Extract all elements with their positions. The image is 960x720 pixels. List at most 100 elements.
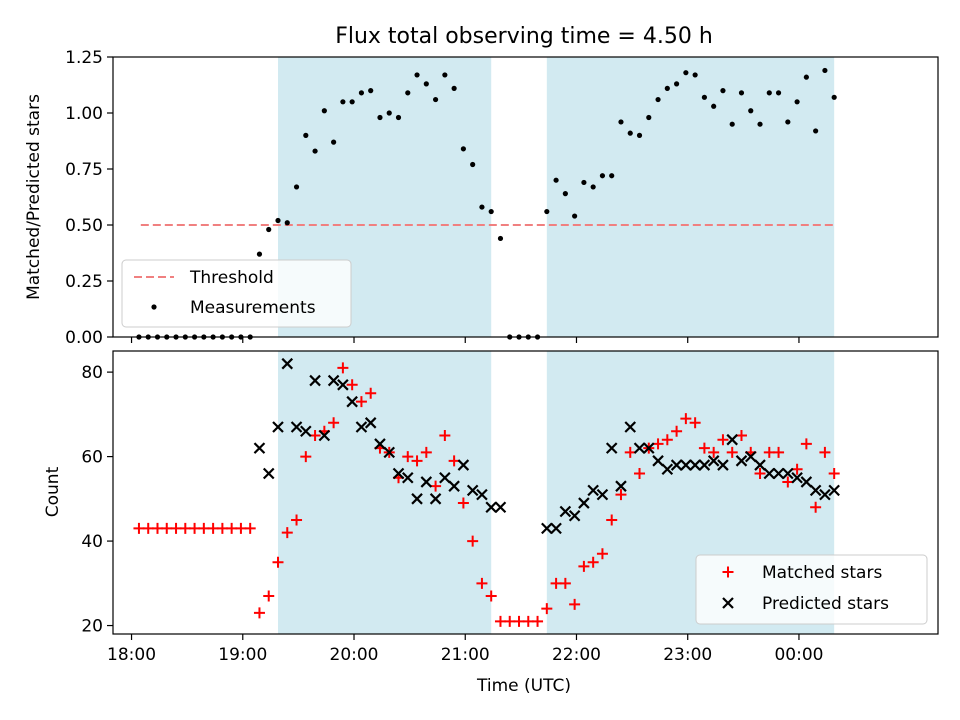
legend-matched-swatch: [722, 566, 734, 578]
measurement-point: [395, 114, 402, 121]
x-axis-label: Time (UTC): [476, 676, 571, 696]
measurement-point: [738, 90, 745, 96]
predicted-star-point: [364, 417, 377, 429]
predicted-star-point: [670, 459, 683, 471]
matched-star-point: [596, 548, 608, 560]
measurement-point: [711, 103, 717, 109]
predicted-star-point: [605, 442, 618, 454]
measurement-point: [794, 99, 800, 105]
predicted-star-point: [318, 429, 331, 442]
y-tick-label: 40: [81, 532, 103, 552]
x-tick-label: 20:00: [330, 645, 379, 665]
predicted-star-point: [652, 455, 664, 467]
predicted-star-point: [680, 459, 692, 471]
matched-star-point: [337, 362, 349, 374]
predicted-stars-series: [253, 357, 840, 535]
matched-star-point: [467, 535, 479, 547]
measurement-point: [599, 173, 606, 179]
measurement-point: [432, 96, 439, 103]
measurement-point: [442, 72, 448, 78]
legend-predicted-marker: [722, 597, 734, 609]
matched-star-point: [420, 446, 432, 458]
matched-star-point: [615, 489, 627, 501]
predicted-star-point: [800, 476, 813, 488]
matched-star-point: [328, 417, 340, 429]
predicted-star-point: [346, 395, 358, 408]
ratio-panel-y-label: Matched/Predicted stars: [24, 94, 44, 300]
measurement-point: [766, 90, 772, 96]
measurement-point: [831, 94, 837, 100]
matched-star-point: [754, 467, 766, 479]
matched-star-point: [634, 467, 646, 479]
ratio-panel-x-ticks: [130, 337, 800, 343]
matched-star-point: [606, 514, 618, 526]
measurement-point: [655, 96, 661, 103]
predicted-star-point: [355, 421, 368, 433]
predicted-star-point: [744, 450, 757, 463]
predicted-star-point: [262, 467, 275, 480]
count-legend-box: [695, 554, 928, 625]
matched-star-point: [800, 438, 812, 450]
predicted-star-point: [559, 505, 572, 518]
legend-measurements-label: Measurements: [190, 298, 316, 318]
measurement-point: [293, 184, 300, 190]
ratio-panel-frame: [112, 56, 939, 338]
measurement-point: [562, 191, 568, 197]
shaded-span: [278, 351, 492, 634]
matched-star-point: [828, 467, 840, 479]
ratio-panel-legend: Threshold Measurements: [121, 259, 352, 328]
measurement-point: [358, 90, 365, 96]
matched-star-point: [504, 615, 516, 627]
measurement-point: [664, 85, 670, 91]
matched-star-point: [485, 590, 497, 602]
measurement-point: [683, 70, 689, 76]
predicted-star-point: [476, 488, 488, 501]
matched-star-point: [708, 446, 720, 458]
predicted-star-point: [707, 455, 720, 467]
measurement-point: [284, 220, 290, 226]
measurement-point: [349, 99, 355, 105]
count-panel-x-axis: 18:00 19:00 20:00 21:00 22:00 23:00 00:00: [107, 634, 823, 665]
measurement-point: [340, 99, 346, 105]
measurement-point: [757, 121, 763, 127]
measurement-point: [553, 177, 559, 183]
ratio-panel-shaded-spans: [278, 57, 835, 337]
predicted-star-point: [448, 480, 460, 492]
matched-star-point: [522, 615, 534, 627]
measurement-point: [692, 72, 698, 78]
matched-stars-series: [133, 362, 840, 627]
shaded-span: [546, 57, 835, 337]
legend-threshold-label: Threshold: [189, 268, 274, 288]
x-tick-label: 18:00: [107, 645, 156, 665]
predicted-star-point: [300, 425, 312, 438]
count-panel-frame: [112, 350, 939, 635]
measurement-point: [470, 161, 476, 168]
matched-star-point: [689, 417, 701, 429]
matched-star-point: [671, 425, 683, 437]
measurement-point: [581, 179, 587, 186]
measurement-point: [312, 148, 318, 154]
measurement-point: [405, 90, 411, 96]
predicted-star-point: [272, 421, 284, 433]
predicted-star-point: [578, 497, 590, 509]
matched-star-point: [216, 522, 228, 534]
predicted-star-point: [763, 467, 776, 480]
matched-star-point: [402, 451, 414, 463]
predicted-star-point: [568, 509, 581, 522]
matched-star-point: [569, 598, 581, 610]
matched-star-point: [494, 615, 506, 627]
predicted-star-point: [782, 467, 794, 480]
predicted-star-point: [624, 421, 637, 433]
predicted-star-point: [429, 493, 442, 505]
matched-star-point: [680, 413, 692, 425]
x-tick-label: 19:00: [218, 645, 267, 665]
measurement-point: [729, 121, 735, 127]
predicted-star-point: [643, 442, 655, 454]
predicted-star-point: [754, 459, 766, 471]
predicted-star-point: [587, 484, 599, 497]
measurement-point: [803, 74, 809, 80]
measurement-point: [368, 88, 374, 94]
count-panel: 20 40 60 80 18:00 19:00 20:00 21:00 22:00 23:00 0…: [43, 350, 939, 696]
measurement-point: [590, 184, 596, 190]
predicted-star-point: [791, 471, 803, 484]
